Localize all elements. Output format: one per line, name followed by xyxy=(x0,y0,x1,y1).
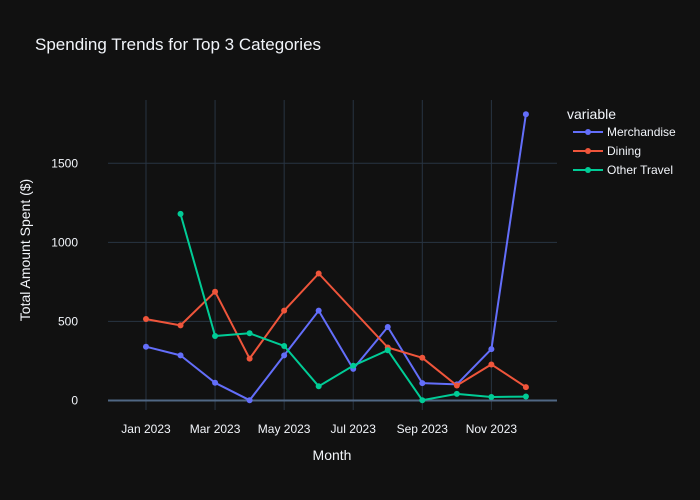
legend-label: Other Travel xyxy=(607,163,673,177)
data-point[interactable] xyxy=(212,379,219,386)
data-point[interactable] xyxy=(142,343,149,350)
data-point[interactable] xyxy=(522,384,529,391)
data-point[interactable] xyxy=(488,346,495,353)
legend-swatch-marker xyxy=(585,129,591,135)
chart-title: Spending Trends for Top 3 Categories xyxy=(35,35,321,54)
data-point[interactable] xyxy=(246,355,253,362)
x-tick-label: Sep 2023 xyxy=(397,422,449,436)
data-point[interactable] xyxy=(315,270,322,277)
y-tick-label: 500 xyxy=(58,314,78,328)
y-axis-title: Total Amount Spent ($) xyxy=(17,179,33,321)
data-point[interactable] xyxy=(522,111,529,118)
data-point[interactable] xyxy=(488,361,495,368)
data-point[interactable] xyxy=(384,323,391,330)
data-point[interactable] xyxy=(246,397,253,404)
x-tick-label: Jan 2023 xyxy=(121,422,171,436)
legend[interactable]: Merchandise Dining Other Travel xyxy=(573,125,676,177)
x-axis-title: Month xyxy=(313,447,352,463)
data-point[interactable] xyxy=(177,322,184,329)
data-point[interactable] xyxy=(315,307,322,314)
y-tick-label: 0 xyxy=(71,394,78,408)
grid xyxy=(108,100,557,410)
data-point[interactable] xyxy=(453,390,460,397)
legend-item[interactable]: Merchandise xyxy=(573,125,676,139)
legend-label: Merchandise xyxy=(607,125,676,139)
data-point[interactable] xyxy=(281,307,288,314)
x-tick-label: May 2023 xyxy=(258,422,311,436)
x-axis-ticks: Jan 2023 Mar 2023 May 2023 Jul 2023 Sep 2023… xyxy=(121,422,517,436)
data-point[interactable] xyxy=(488,394,495,401)
legend-title: variable xyxy=(567,106,616,122)
series-layer xyxy=(142,111,529,404)
data-point[interactable] xyxy=(350,362,357,369)
legend-item[interactable]: Other Travel xyxy=(573,163,673,177)
data-point[interactable] xyxy=(453,382,460,389)
data-point[interactable] xyxy=(212,332,219,339)
x-tick-label: Nov 2023 xyxy=(466,422,518,436)
series-dining[interactable] xyxy=(142,270,529,391)
x-tick-label: Jul 2023 xyxy=(331,422,377,436)
data-point[interactable] xyxy=(281,352,288,359)
y-tick-label: 1500 xyxy=(51,156,78,170)
data-point[interactable] xyxy=(419,380,426,387)
x-tick-label: Mar 2023 xyxy=(190,422,241,436)
data-point[interactable] xyxy=(177,210,184,217)
y-tick-label: 1000 xyxy=(51,235,78,249)
series-other-travel[interactable] xyxy=(177,210,529,404)
data-point[interactable] xyxy=(281,342,288,349)
legend-swatch-marker xyxy=(585,148,591,154)
data-point[interactable] xyxy=(246,330,253,337)
data-point[interactable] xyxy=(315,383,322,390)
data-point[interactable] xyxy=(419,397,426,404)
legend-label: Dining xyxy=(607,144,641,158)
legend-swatch-marker xyxy=(585,167,591,173)
data-point[interactable] xyxy=(384,347,391,354)
data-point[interactable] xyxy=(142,316,149,323)
data-point[interactable] xyxy=(522,393,529,400)
data-point[interactable] xyxy=(177,352,184,359)
legend-item[interactable]: Dining xyxy=(573,144,641,158)
series-line xyxy=(145,114,527,402)
data-point[interactable] xyxy=(419,354,426,361)
data-point[interactable] xyxy=(212,288,219,295)
y-axis-ticks: 0 500 1000 1500 xyxy=(51,156,78,407)
